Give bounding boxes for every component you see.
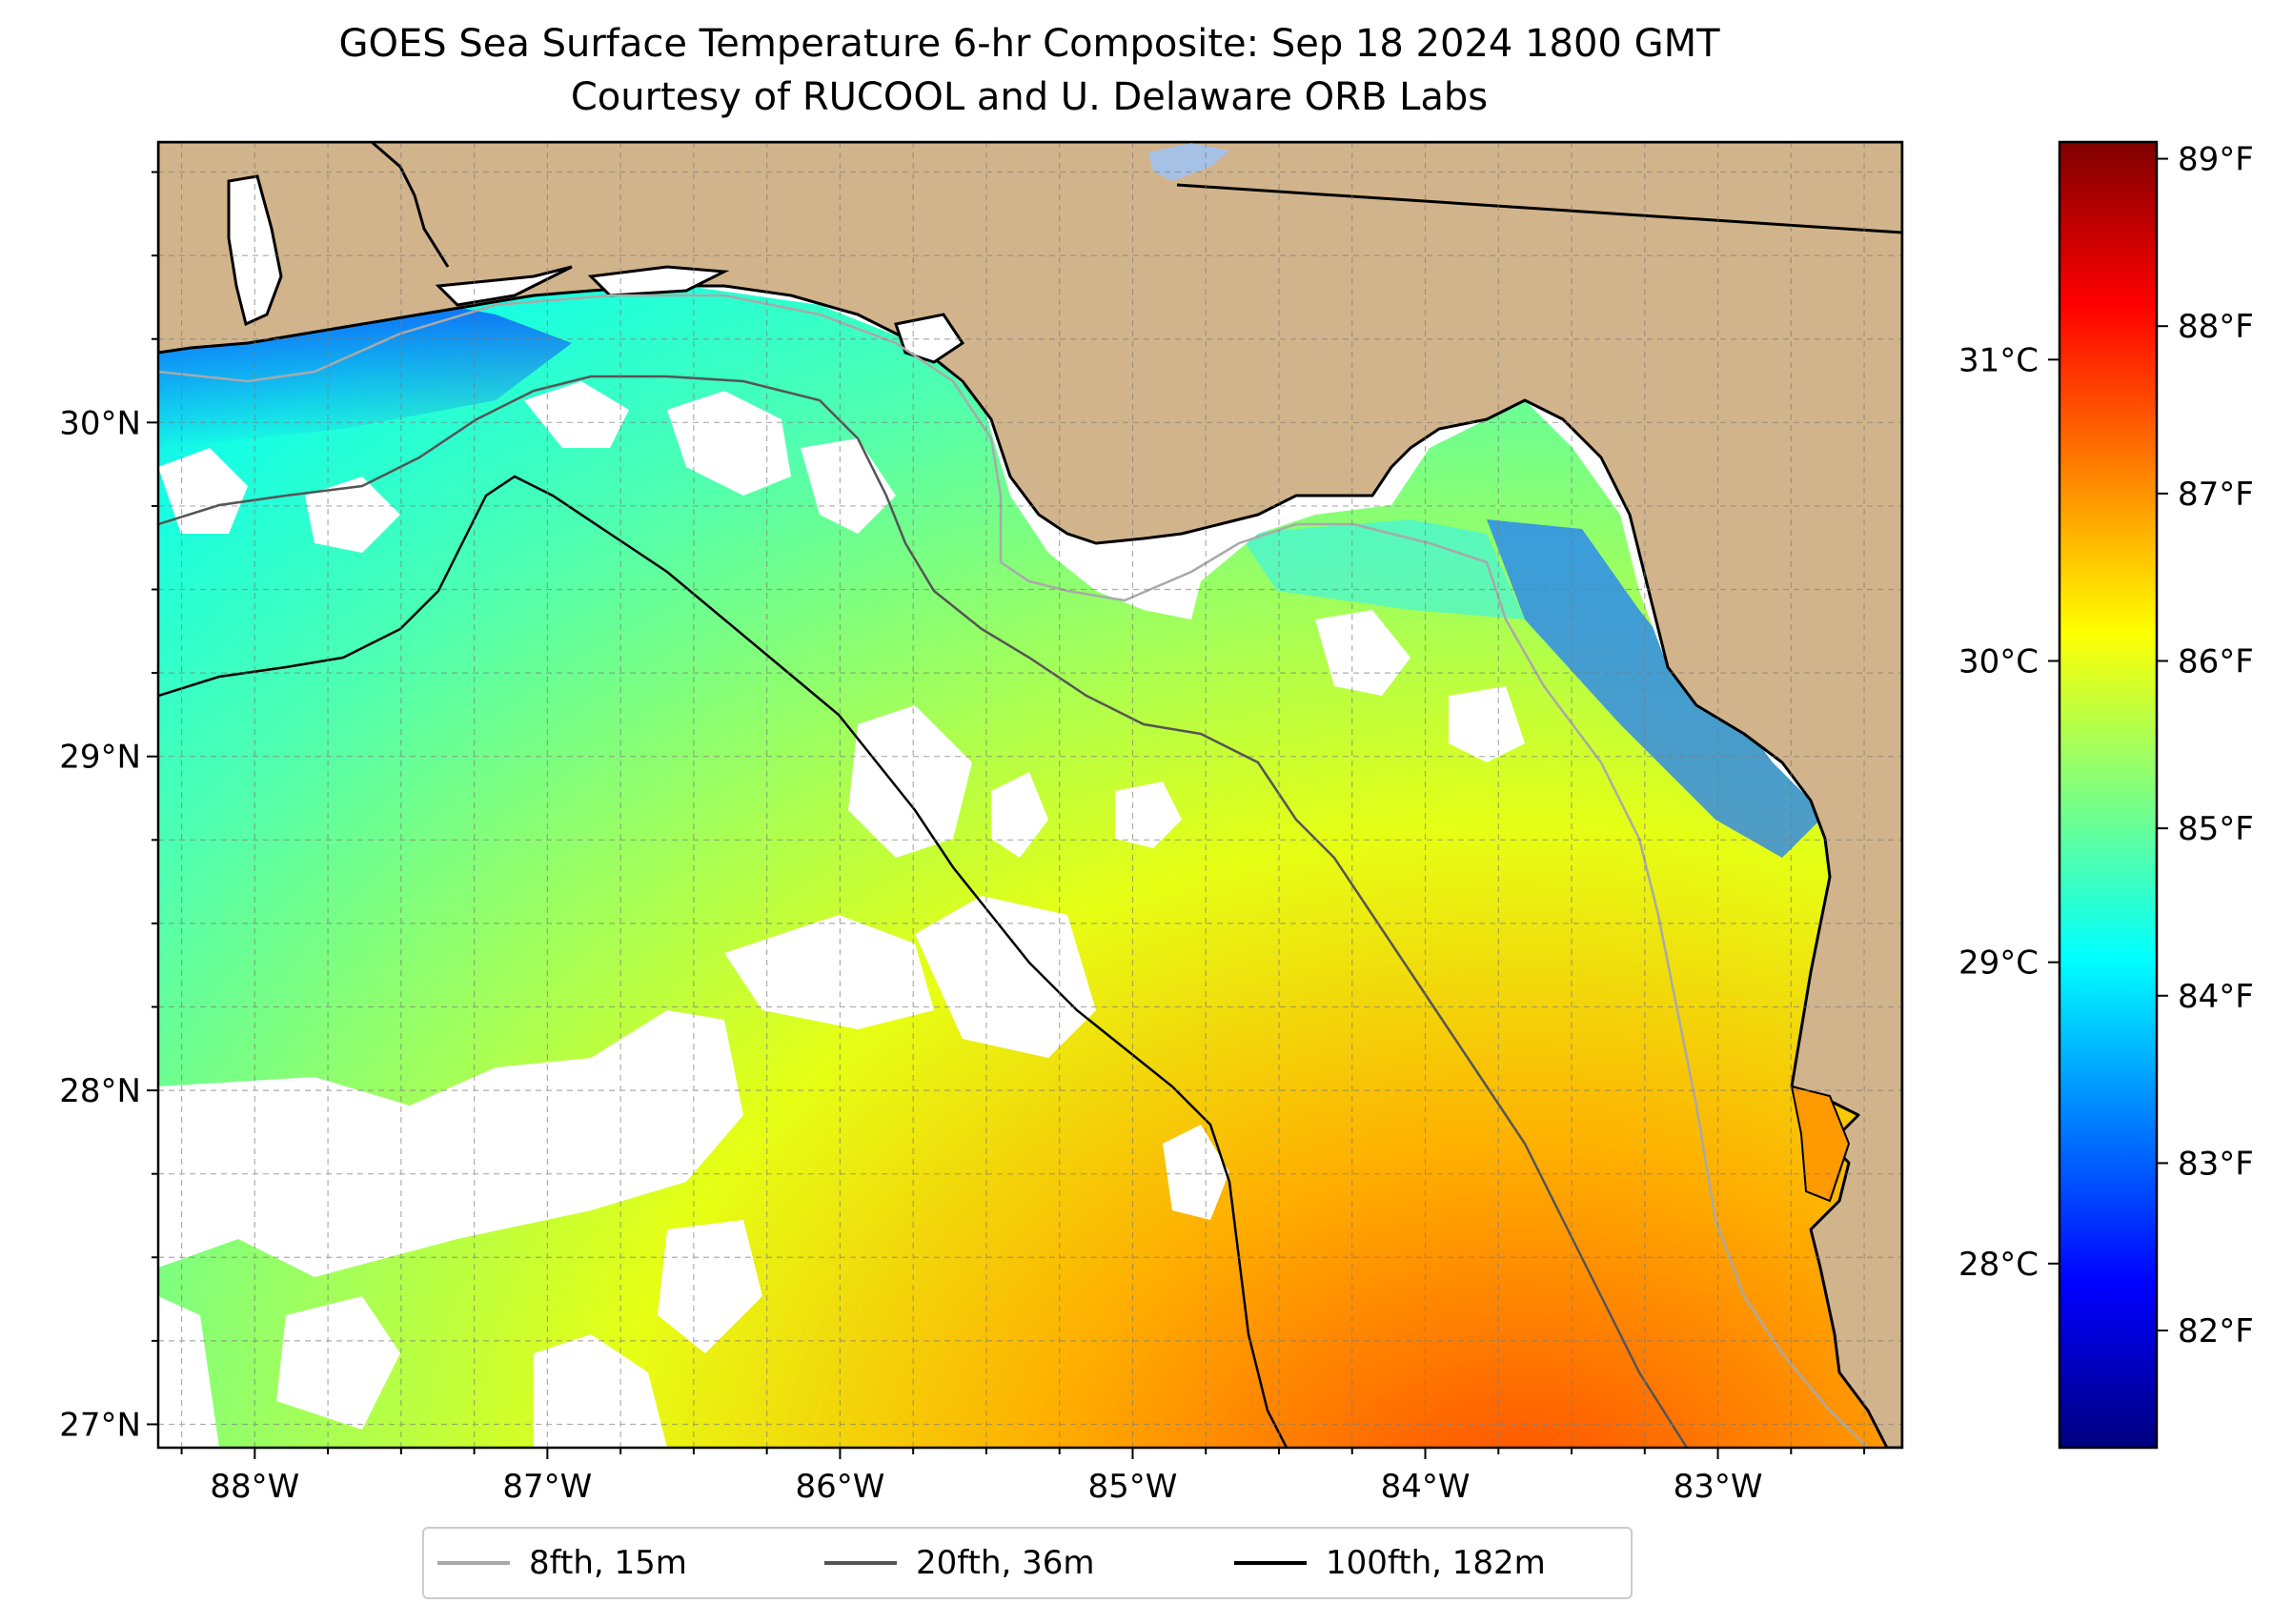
- lon-tick-label: 88°W: [210, 1468, 299, 1506]
- legend-item-8fth: 8fth, 15m: [437, 1529, 687, 1597]
- isobath-8fth: [158, 294, 1869, 1448]
- legend-label: 20fth, 36m: [916, 1544, 1095, 1582]
- lon-tick-label: 87°W: [502, 1468, 592, 1506]
- lat-tick-label: 29°N: [59, 739, 141, 777]
- cb-c-tick-label: 31°C: [1958, 341, 2039, 379]
- chart-subtitle: Courtesy of RUCOOL and U. Delaware ORB L…: [570, 75, 1489, 119]
- legend-label: 100fth, 182m: [1326, 1544, 1546, 1582]
- cb-f-tick-label: 85°F: [2178, 810, 2254, 848]
- lat-tick-label: 28°N: [59, 1072, 141, 1110]
- cb-c-tick-label: 28°C: [1958, 1246, 2039, 1284]
- chart-title: GOES Sea Surface Temperature 6-hr Compos…: [338, 22, 1720, 66]
- cb-f-tick-label: 82°F: [2178, 1312, 2254, 1350]
- cb-f-tick-label: 87°F: [2178, 476, 2254, 514]
- colorbar: [2058, 140, 2159, 1450]
- graticule: [158, 142, 1902, 1448]
- cb-f-tick-label: 89°F: [2178, 141, 2254, 179]
- isobath-100fth: [158, 475, 1289, 1448]
- state-boundary: [1176, 183, 1902, 234]
- tampa-bay: [1790, 1085, 1851, 1203]
- lat-tick-label: 27°N: [59, 1406, 141, 1444]
- cb-f-tick-label: 88°F: [2178, 308, 2254, 346]
- lon-tick-label: 83°W: [1674, 1468, 1763, 1506]
- legend-swatch: [437, 1561, 510, 1565]
- legend-swatch: [1234, 1561, 1307, 1565]
- cb-c-tick-label: 29°C: [1958, 944, 2039, 983]
- cb-f-tick-label: 84°F: [2178, 978, 2254, 1016]
- legend-item-20fth: 20fth, 36m: [824, 1529, 1095, 1597]
- cool-water-east: [1487, 519, 1820, 858]
- cb-c-tick-label: 30°C: [1958, 642, 2039, 680]
- colorbar-fahrenheit-axis: 82°F 83°F 84°F 85°F 86°F 87°F 88°F 89°F: [2157, 141, 2254, 1350]
- legend-swatch: [824, 1561, 897, 1565]
- legend-item-100fth: 100fth, 182m: [1234, 1529, 1546, 1597]
- latitude-axis: 30°N 29°N 28°N 27°N: [59, 171, 158, 1444]
- legend-label: 8fth, 15m: [529, 1544, 687, 1582]
- longitude-axis: 88°W 87°W 86°W 85°W 84°W 83°W: [180, 1448, 1866, 1506]
- cb-f-tick-label: 83°F: [2178, 1145, 2254, 1183]
- map-frame: [156, 140, 1904, 1450]
- lat-tick-label: 30°N: [59, 404, 141, 442]
- lon-tick-label: 86°W: [795, 1468, 884, 1506]
- isobath-legend: 8fth, 15m 20fth, 36m 100fth, 182m: [422, 1527, 1633, 1599]
- colorbar-celsius-axis: 28°C 29°C 30°C 31°C: [1958, 341, 2060, 1284]
- cb-f-tick-label: 86°F: [2178, 642, 2254, 680]
- lon-tick-label: 84°W: [1381, 1468, 1471, 1506]
- isobath-20fth: [158, 375, 1689, 1448]
- lon-tick-label: 85°W: [1088, 1468, 1178, 1506]
